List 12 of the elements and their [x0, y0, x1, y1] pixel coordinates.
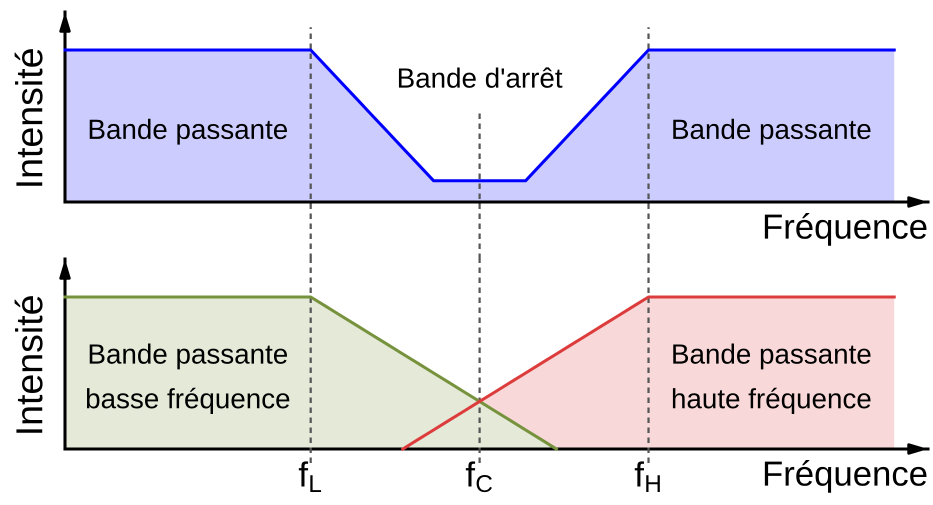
- y-axis-title: Intensité: [14, 49, 43, 186]
- annotation: Bande passante: [90, 118, 288, 145]
- annotation: Bande d'arrêt: [398, 67, 562, 88]
- x-tick-label: f$_{H}$: [634, 461, 660, 492]
- x-axis-title: Fréquence: [764, 460, 926, 493]
- x-tick-label: f$_{L}$: [298, 461, 322, 492]
- annotation: Bande passante haute fréquence: [672, 343, 871, 414]
- annotation: Bande passante: [673, 118, 871, 145]
- annotation: Bande passante basse fréquence: [86, 343, 290, 414]
- y-axis-title: Intensité: [14, 296, 43, 433]
- x-tick-label: f$_{C}$: [466, 461, 492, 492]
- x-axis-title: Fréquence: [764, 213, 926, 246]
